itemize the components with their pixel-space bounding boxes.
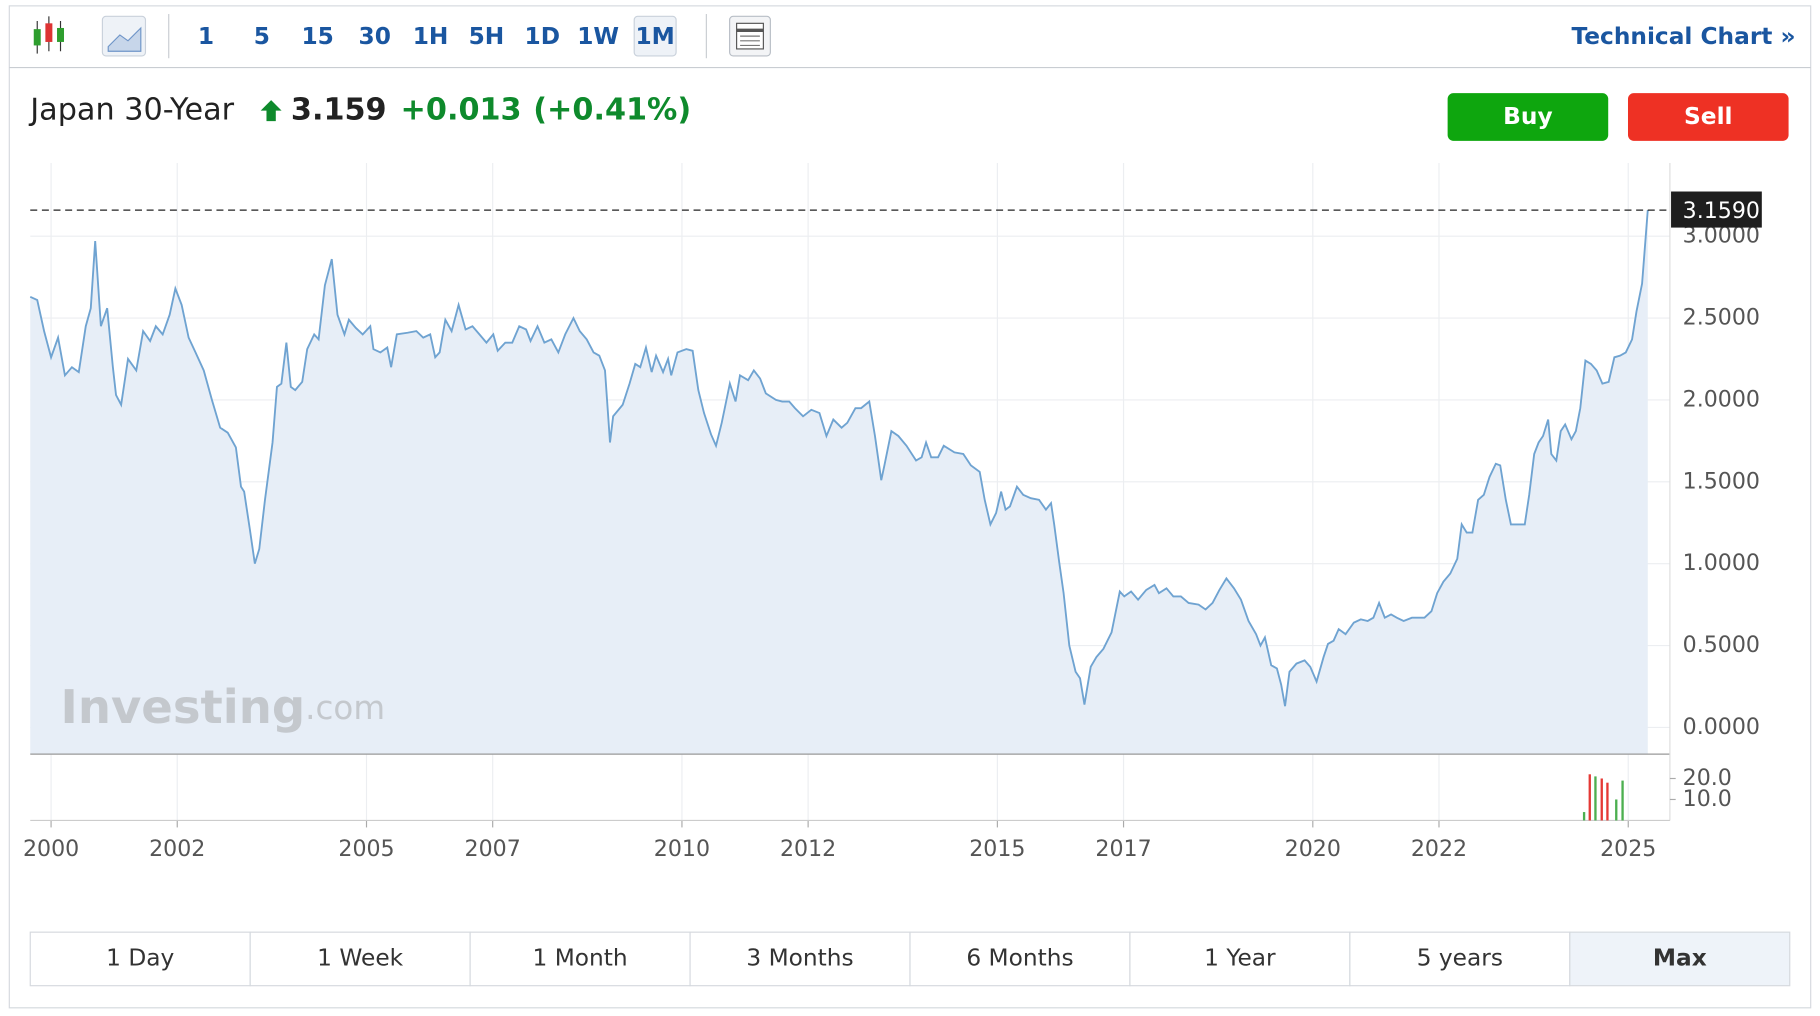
x-tick-label: 2002 xyxy=(149,836,205,862)
range-button[interactable] xyxy=(1129,931,1351,987)
range-button[interactable] xyxy=(249,931,471,987)
x-tick-label: 2010 xyxy=(654,836,710,862)
range-button-label[interactable]: 1 Week xyxy=(317,944,403,971)
volume-bar xyxy=(1594,776,1597,821)
interval-button[interactable]: 1W xyxy=(577,23,619,50)
volume-bar xyxy=(1600,778,1603,821)
range-button-label[interactable]: 1 Day xyxy=(106,944,174,971)
buy-label[interactable]: Buy xyxy=(1503,103,1552,130)
interval-button[interactable]: 1 xyxy=(198,23,214,50)
range-button[interactable] xyxy=(469,931,691,987)
interval-bar: 1 5 15 30 1H 5H 1D 1W 1M xyxy=(198,15,677,57)
interval-button[interactable]: 1H xyxy=(413,23,449,50)
volume-bar xyxy=(1621,780,1624,821)
y-tick-label: 1.0000 xyxy=(1683,550,1760,576)
sell-button[interactable]: Sell xyxy=(1627,93,1789,141)
interval-button[interactable]: 1M xyxy=(635,23,674,50)
range-button-label[interactable]: Max xyxy=(1653,944,1707,971)
technical-chart-link[interactable]: Technical Chart » xyxy=(1571,23,1795,50)
x-tick-label: 2020 xyxy=(1285,836,1341,862)
watermark: Investing.com xyxy=(61,679,386,733)
instrument-name: Japan 30-Year xyxy=(28,92,234,127)
price-change: +0.013 xyxy=(401,92,522,127)
x-tick-label: 2012 xyxy=(780,836,836,862)
watermark-suffix: .com xyxy=(305,689,385,727)
candle-icon[interactable] xyxy=(33,16,65,54)
interval-button[interactable]: 1D xyxy=(525,23,561,50)
price-change-pct: (+0.41%) xyxy=(533,92,691,127)
volume-bar xyxy=(1615,799,1618,821)
buy-button[interactable]: Buy xyxy=(1447,93,1609,141)
line-icon[interactable] xyxy=(101,15,147,57)
area-fill xyxy=(30,210,1648,755)
instrument-header: Japan 30-Year xyxy=(28,92,234,127)
x-tick-label: 2015 xyxy=(969,836,1025,862)
volume-bar xyxy=(1606,782,1609,821)
x-tick-label: 2000 xyxy=(23,836,79,862)
x-tick-label: 2017 xyxy=(1095,836,1151,862)
watermark-brand: Investing xyxy=(61,679,306,733)
x-tick-label: 2022 xyxy=(1411,836,1467,862)
interval-button[interactable]: 5 xyxy=(254,23,270,50)
y-tick-label: 0.5000 xyxy=(1683,632,1760,658)
last-price: 3.159 xyxy=(291,92,387,127)
y-tick-label: 2.0000 xyxy=(1683,386,1760,412)
table-icon[interactable] xyxy=(729,15,771,57)
range-button[interactable] xyxy=(29,931,251,987)
interval-button[interactable]: 5H xyxy=(469,23,505,50)
volume-tick-label: 10.0 xyxy=(1683,786,1732,812)
quote: 3.159 +0.013 (+0.41%) xyxy=(291,92,691,127)
range-button-label[interactable]: 3 Months xyxy=(746,944,853,971)
x-tick-label: 2007 xyxy=(465,836,521,862)
volume-bar xyxy=(1582,812,1586,821)
volume-bar xyxy=(1588,774,1591,821)
last-value-box xyxy=(1671,191,1762,228)
interval-button[interactable]: 15 xyxy=(301,23,333,50)
y-tick-label: 1.5000 xyxy=(1683,468,1760,494)
range-button-label[interactable]: 6 Months xyxy=(966,944,1073,971)
y-tick-label: 0.0000 xyxy=(1683,714,1760,740)
x-tick-label: 2005 xyxy=(338,836,394,862)
range-button-label[interactable]: 5 years xyxy=(1417,944,1503,971)
range-button[interactable] xyxy=(1569,931,1791,987)
y-tick-label: 2.5000 xyxy=(1683,305,1760,331)
range-bar: 1 Day 1 Week 1 Month 3 Months 6 Months 1 Year… xyxy=(29,931,1791,987)
volume-tick-label: 20.0 xyxy=(1683,765,1732,791)
price-line xyxy=(29,210,1649,707)
range-button-label[interactable]: 1 Year xyxy=(1204,944,1276,971)
range-button[interactable] xyxy=(909,931,1131,987)
range-button[interactable] xyxy=(689,931,911,987)
range-button-label[interactable]: 1 Month xyxy=(533,944,628,971)
interval-active-bg xyxy=(633,15,677,57)
interval-button[interactable]: 30 xyxy=(359,23,391,50)
x-tick-label: 2025 xyxy=(1600,836,1656,862)
plot: 2000 2002 2005 2007 2010 2012 2015 2017 2020 2022… xyxy=(23,162,1762,862)
sell-label[interactable]: Sell xyxy=(1684,103,1732,130)
last-value-label: 3.1590 xyxy=(1683,198,1760,224)
